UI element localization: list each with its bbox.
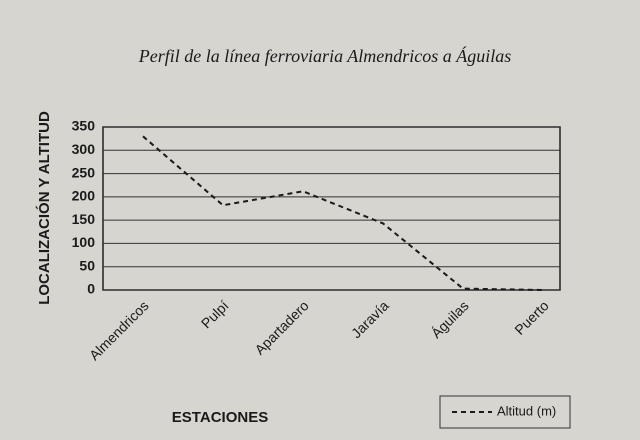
y-tick-label: 300 <box>72 141 96 157</box>
y-tick-label: 50 <box>79 257 95 273</box>
y-tick-label: 350 <box>72 118 96 134</box>
legend-label: Altitud (m) <box>497 403 556 418</box>
y-tick-label: 100 <box>72 234 96 250</box>
chart-title: Perfil de la línea ferroviaria Almendric… <box>138 45 511 66</box>
y-axis-label: LOCALIZACIÓN Y ALTITUD <box>35 111 53 305</box>
x-axis-label: ESTACIONES <box>172 409 268 426</box>
y-tick-label: 250 <box>72 164 96 180</box>
line-series <box>142 135 544 291</box>
y-tick-label: 0 <box>87 281 95 297</box>
legend-box <box>439 395 571 429</box>
y-tick-label: 150 <box>72 211 96 227</box>
y-tick-label: 200 <box>72 188 96 204</box>
